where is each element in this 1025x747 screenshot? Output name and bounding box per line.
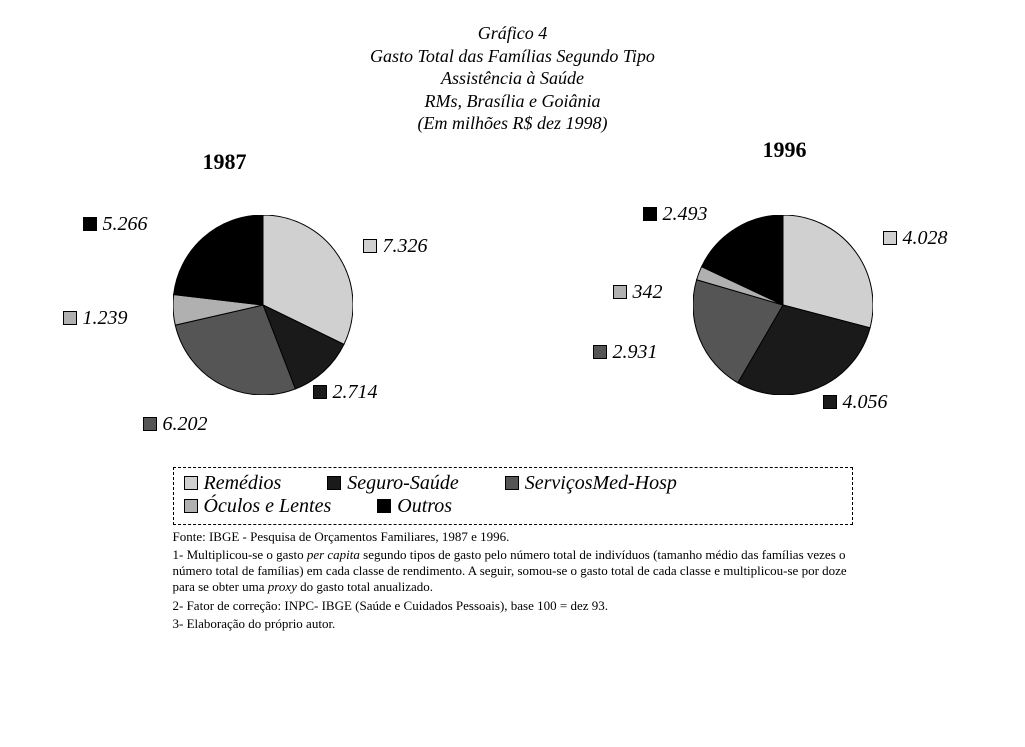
label-outros-1987: 5.266: [83, 213, 148, 236]
swatch-oculos-icon: [613, 285, 627, 299]
pie-1987: [173, 215, 353, 395]
title-line-5: (Em milhões R$ dez 1998): [0, 112, 1025, 135]
label-remedios-1987: 7.326: [363, 235, 428, 258]
legend-label-remedios: Remédios: [204, 472, 282, 495]
charts-row: 1987 7.326 2.714 6.202 1.239 5.266 1996: [0, 165, 1025, 455]
title-line-4: RMs, Brasília e Goiânia: [0, 90, 1025, 113]
legend-swatch-seguro-icon: [327, 476, 341, 490]
value-outros-1996: 2.493: [663, 203, 708, 226]
value-oculos-1987: 1.239: [83, 307, 128, 330]
legend-row-2: Óculos e Lentes Outros: [184, 495, 842, 518]
value-seguro-1987: 2.714: [333, 381, 378, 404]
swatch-outros-icon: [83, 217, 97, 231]
legend-label-oculos: Óculos e Lentes: [204, 495, 332, 518]
legend-item-oculos: Óculos e Lentes: [184, 495, 332, 518]
swatch-outros-icon: [643, 207, 657, 221]
legend-item-seguro: Seguro-Saúde: [327, 472, 458, 495]
value-remedios-1996: 4.028: [903, 227, 948, 250]
swatch-servmed-icon: [593, 345, 607, 359]
year-label-1987: 1987: [203, 149, 247, 175]
footnote-1: 1- Multiplicou-se o gasto per capita seg…: [173, 547, 853, 596]
legend-label-outros: Outros: [397, 495, 452, 518]
label-remedios-1996: 4.028: [883, 227, 948, 250]
title-line-1: Gráfico 4: [0, 22, 1025, 45]
legend: Remédios Seguro-Saúde ServiçosMed-Hosp Ó…: [173, 467, 853, 525]
value-seguro-1996: 4.056: [843, 391, 888, 414]
footnote-fonte: Fonte: IBGE - Pesquisa de Orçamentos Fam…: [173, 529, 853, 545]
legend-label-seguro: Seguro-Saúde: [347, 472, 458, 495]
legend-swatch-oculos-icon: [184, 499, 198, 513]
swatch-seguro-icon: [313, 385, 327, 399]
pie-chart-1987: 1987 7.326 2.714 6.202 1.239 5.266: [73, 165, 453, 455]
legend-swatch-outros-icon: [377, 499, 391, 513]
legend-label-servmed: ServiçosMed-Hosp: [525, 472, 677, 495]
legend-item-servmed: ServiçosMed-Hosp: [505, 472, 677, 495]
title-line-2: Gasto Total das Famílias Segundo Tipo: [0, 45, 1025, 68]
swatch-seguro-icon: [823, 395, 837, 409]
label-seguro-1987: 2.714: [313, 381, 378, 404]
footnote-2: 2- Fator de correção: INPC- IBGE (Saúde …: [173, 598, 853, 614]
label-oculos-1987: 1.239: [63, 307, 128, 330]
pie-chart-1996: 1996 4.028 4.056 2.931 342 2.493: [573, 165, 953, 455]
label-servmed-1987: 6.202: [143, 413, 208, 436]
value-oculos-1996: 342: [633, 281, 663, 304]
footnote-3: 3- Elaboração do próprio autor.: [173, 616, 853, 632]
legend-swatch-servmed-icon: [505, 476, 519, 490]
label-servmed-1996: 2.931: [593, 341, 658, 364]
label-outros-1996: 2.493: [643, 203, 708, 226]
value-servmed-1996: 2.931: [613, 341, 658, 364]
swatch-oculos-icon: [63, 311, 77, 325]
legend-item-remedios: Remédios: [184, 472, 282, 495]
pie-1996: [693, 215, 873, 395]
legend-item-outros: Outros: [377, 495, 452, 518]
legend-row-1: Remédios Seguro-Saúde ServiçosMed-Hosp: [184, 472, 842, 495]
legend-swatch-remedios-icon: [184, 476, 198, 490]
title-line-3: Assistência à Saúde: [0, 67, 1025, 90]
swatch-servmed-icon: [143, 417, 157, 431]
year-label-1996: 1996: [763, 137, 807, 163]
swatch-remedios-icon: [883, 231, 897, 245]
label-seguro-1996: 4.056: [823, 391, 888, 414]
chart-title-block: Gráfico 4 Gasto Total das Famílias Segun…: [0, 22, 1025, 135]
label-oculos-1996: 342: [613, 281, 663, 304]
value-remedios-1987: 7.326: [383, 235, 428, 258]
value-outros-1987: 5.266: [103, 213, 148, 236]
value-servmed-1987: 6.202: [163, 413, 208, 436]
footnotes: Fonte: IBGE - Pesquisa de Orçamentos Fam…: [173, 529, 853, 633]
swatch-remedios-icon: [363, 239, 377, 253]
